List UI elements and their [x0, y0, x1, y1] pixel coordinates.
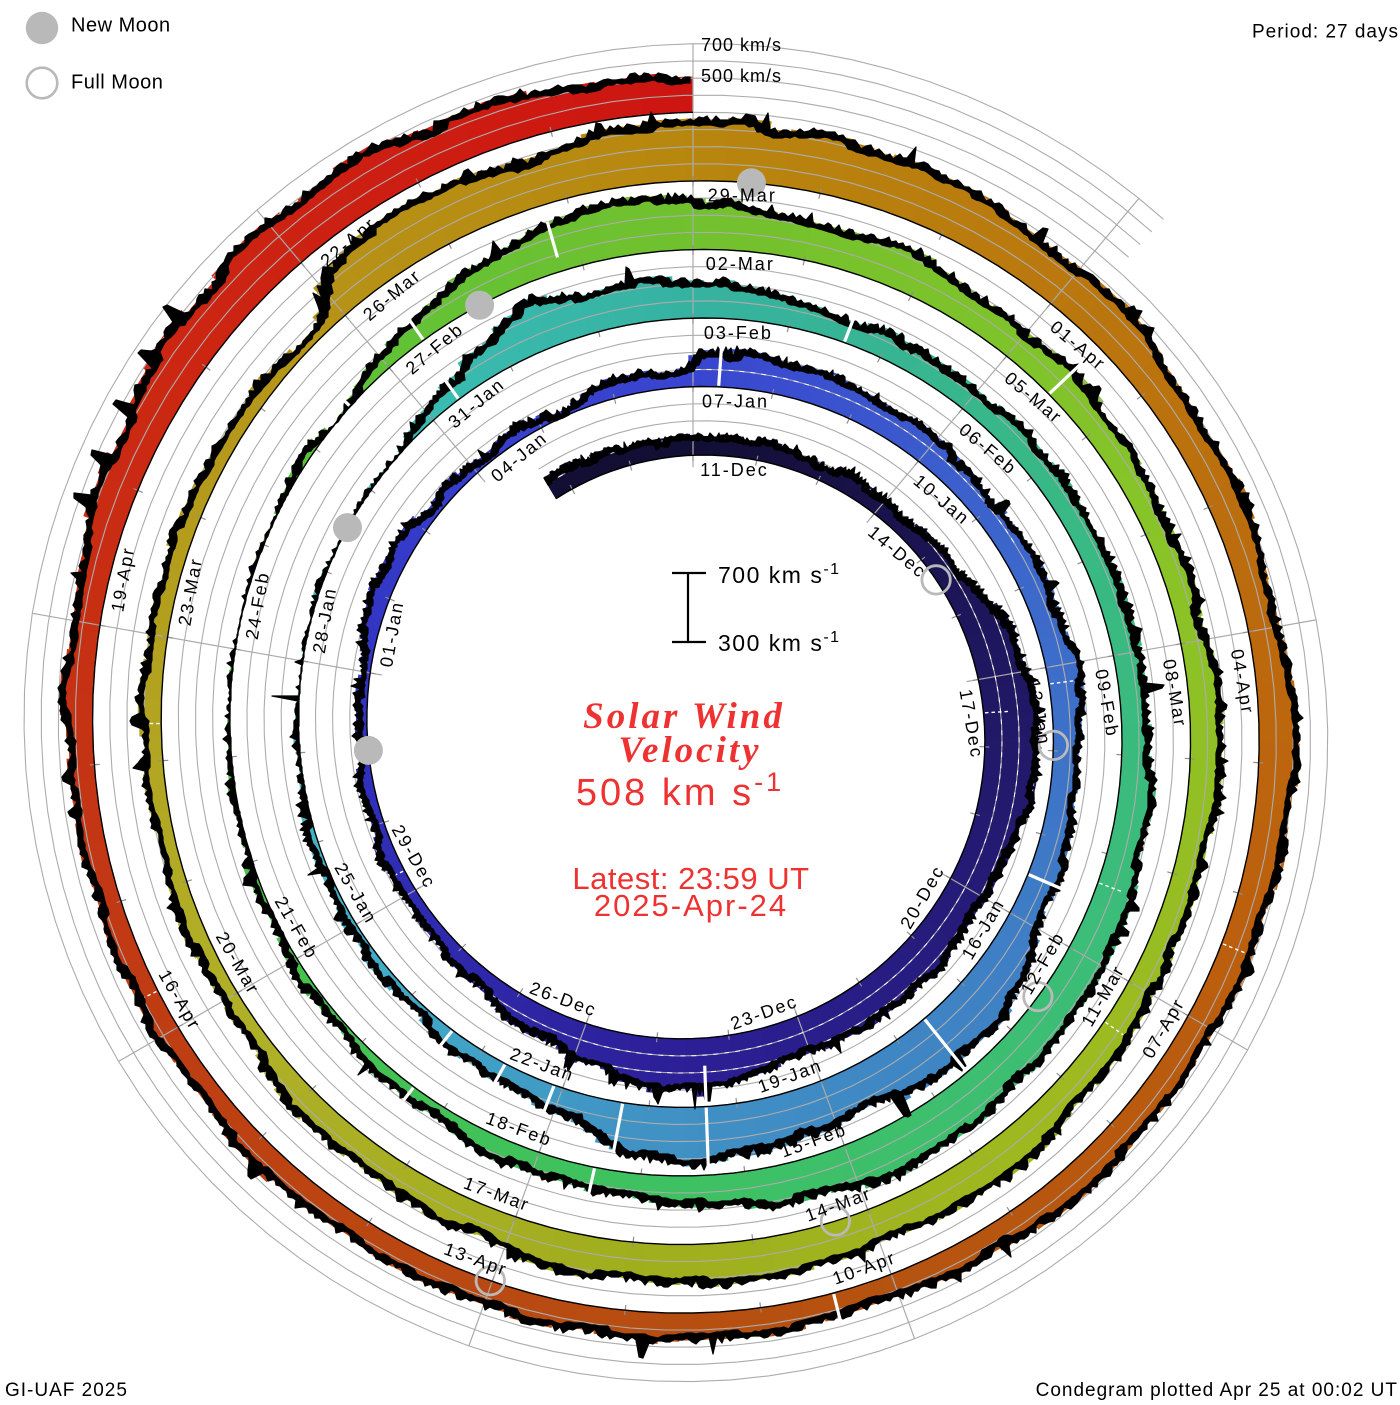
svg-text:Full Moon: Full Moon [71, 72, 163, 94]
svg-text:03-Feb: 03-Feb [704, 323, 773, 343]
svg-text:29-Mar: 29-Mar [708, 186, 777, 206]
svg-text:700 km/s: 700 km/s [701, 35, 782, 55]
svg-text:GI-UAF 2025: GI-UAF 2025 [5, 1380, 128, 1400]
svg-text:07-Jan: 07-Jan [702, 391, 769, 411]
svg-text:New Moon: New Moon [71, 15, 171, 37]
svg-text:300 km s-1: 300 km s-1 [718, 629, 841, 656]
svg-text:Period: 27 days: Period: 27 days [1252, 22, 1399, 43]
svg-text:500 km/s: 500 km/s [701, 66, 782, 86]
svg-text:2025-Apr-24: 2025-Apr-24 [594, 888, 788, 923]
svg-text:11-Dec: 11-Dec [700, 460, 769, 480]
svg-text:02-Mar: 02-Mar [706, 254, 775, 274]
svg-text:Condegram plotted Apr 25 at 00: Condegram plotted Apr 25 at 00:02 UT [1036, 1380, 1398, 1400]
svg-text:700 km s-1: 700 km s-1 [718, 561, 841, 588]
svg-text:Velocity: Velocity [618, 730, 761, 771]
svg-text:508 km s-1: 508 km s-1 [576, 767, 784, 814]
